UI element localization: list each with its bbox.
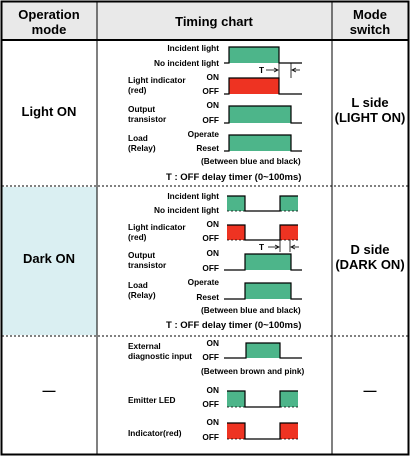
header-operation-mode-line2: mode bbox=[32, 22, 67, 37]
label-output: Output bbox=[128, 104, 155, 114]
label-light-indicator: Light indicator bbox=[128, 222, 186, 232]
label-on: ON bbox=[207, 338, 219, 348]
mode-dash: — bbox=[43, 383, 56, 398]
header-background bbox=[2, 2, 408, 40]
switch-l-side: L side bbox=[351, 95, 388, 110]
label-light-indicator: Light indicator bbox=[128, 75, 186, 85]
waveform-light-indicator bbox=[227, 224, 298, 241]
label-operate: Operate bbox=[188, 129, 220, 139]
label-off: OFF bbox=[202, 86, 219, 96]
mode-dark-on: Dark ON bbox=[23, 251, 75, 266]
waveform-incident-light bbox=[227, 195, 298, 212]
waveform-indicator-red bbox=[227, 422, 298, 440]
t-delay-marker bbox=[266, 63, 300, 78]
switch-d-side: D side bbox=[350, 242, 389, 257]
waveform-output-transistor bbox=[224, 253, 302, 271]
label-load: Load bbox=[128, 133, 148, 143]
label-t: T bbox=[259, 65, 264, 75]
label-off: OFF bbox=[202, 233, 219, 243]
label-off: OFF bbox=[202, 115, 219, 125]
label-no-incident-light: No incident light bbox=[154, 58, 219, 68]
footer-off-delay-timer: T : OFF delay timer (0~100ms) bbox=[166, 172, 301, 183]
row-light-on: Light ON L side (LIGHT ON) Incident ligh… bbox=[22, 43, 406, 183]
header-mode-switch-line2: switch bbox=[350, 22, 391, 37]
header-timing-chart: Timing chart bbox=[175, 14, 253, 29]
waveform-incident-light bbox=[224, 46, 302, 64]
header-operation-mode-line1: Operation bbox=[18, 7, 79, 22]
label-off: OFF bbox=[202, 399, 219, 409]
waveform-load-relay bbox=[224, 134, 302, 152]
note-between-blue-and-black: (Between blue and black) bbox=[201, 156, 301, 166]
label-no-incident-light: No incident light bbox=[154, 205, 219, 215]
label-off: OFF bbox=[202, 432, 219, 442]
label-on: ON bbox=[207, 100, 219, 110]
label-reset: Reset bbox=[196, 292, 219, 302]
label-on: ON bbox=[207, 417, 219, 427]
waveform-external-diagnostic-input bbox=[224, 342, 302, 359]
label-indicator-red: Indicator(red) bbox=[128, 428, 182, 438]
label-load: Load bbox=[128, 280, 148, 290]
footer-off-delay-timer: T : OFF delay timer (0~100ms) bbox=[166, 320, 301, 331]
label-red: (red) bbox=[128, 85, 147, 95]
waveform-output-transistor bbox=[224, 105, 302, 124]
mode-light-on: Light ON bbox=[22, 104, 77, 119]
t-delay-marker bbox=[268, 240, 299, 252]
label-off: OFF bbox=[202, 263, 219, 273]
label-output: Output bbox=[128, 250, 155, 260]
note-between-brown-and-pink: (Between brown and pink) bbox=[201, 366, 304, 376]
label-external: External bbox=[128, 341, 161, 351]
label-transistor: transistor bbox=[128, 114, 167, 124]
label-t: T bbox=[259, 242, 264, 252]
label-reset: Reset bbox=[196, 143, 219, 153]
switch-dash: — bbox=[364, 383, 377, 398]
label-diagnostic-input: diagnostic input bbox=[128, 351, 192, 361]
label-on: ON bbox=[207, 248, 219, 258]
label-on: ON bbox=[207, 72, 219, 82]
label-off: OFF bbox=[202, 352, 219, 362]
dark-on-mode-cell-background bbox=[2, 187, 97, 335]
row-diagnostic: — — External diagnostic input ON OFF (Be… bbox=[43, 338, 377, 442]
row-dark-on: Dark ON D side (DARK ON) Incident light … bbox=[23, 191, 405, 331]
waveform-emitter-led bbox=[227, 390, 298, 408]
switch-light-on: (LIGHT ON) bbox=[335, 110, 406, 125]
label-red: (red) bbox=[128, 232, 147, 242]
label-incident-light: Incident light bbox=[167, 191, 219, 201]
note-between-blue-and-black: (Between blue and black) bbox=[201, 305, 301, 315]
label-transistor: transistor bbox=[128, 260, 167, 270]
waveform-load-relay bbox=[224, 282, 302, 300]
switch-dark-on: (DARK ON) bbox=[335, 257, 404, 272]
label-on: ON bbox=[207, 219, 219, 229]
label-incident-light: Incident light bbox=[167, 43, 219, 53]
label-on: ON bbox=[207, 385, 219, 395]
label-relay: (Relay) bbox=[128, 290, 156, 300]
header-mode-switch-line1: Mode bbox=[353, 7, 387, 22]
label-emitter-led: Emitter LED bbox=[128, 395, 175, 405]
label-operate: Operate bbox=[188, 277, 220, 287]
waveform-light-indicator bbox=[224, 77, 302, 95]
label-relay: (Relay) bbox=[128, 143, 156, 153]
